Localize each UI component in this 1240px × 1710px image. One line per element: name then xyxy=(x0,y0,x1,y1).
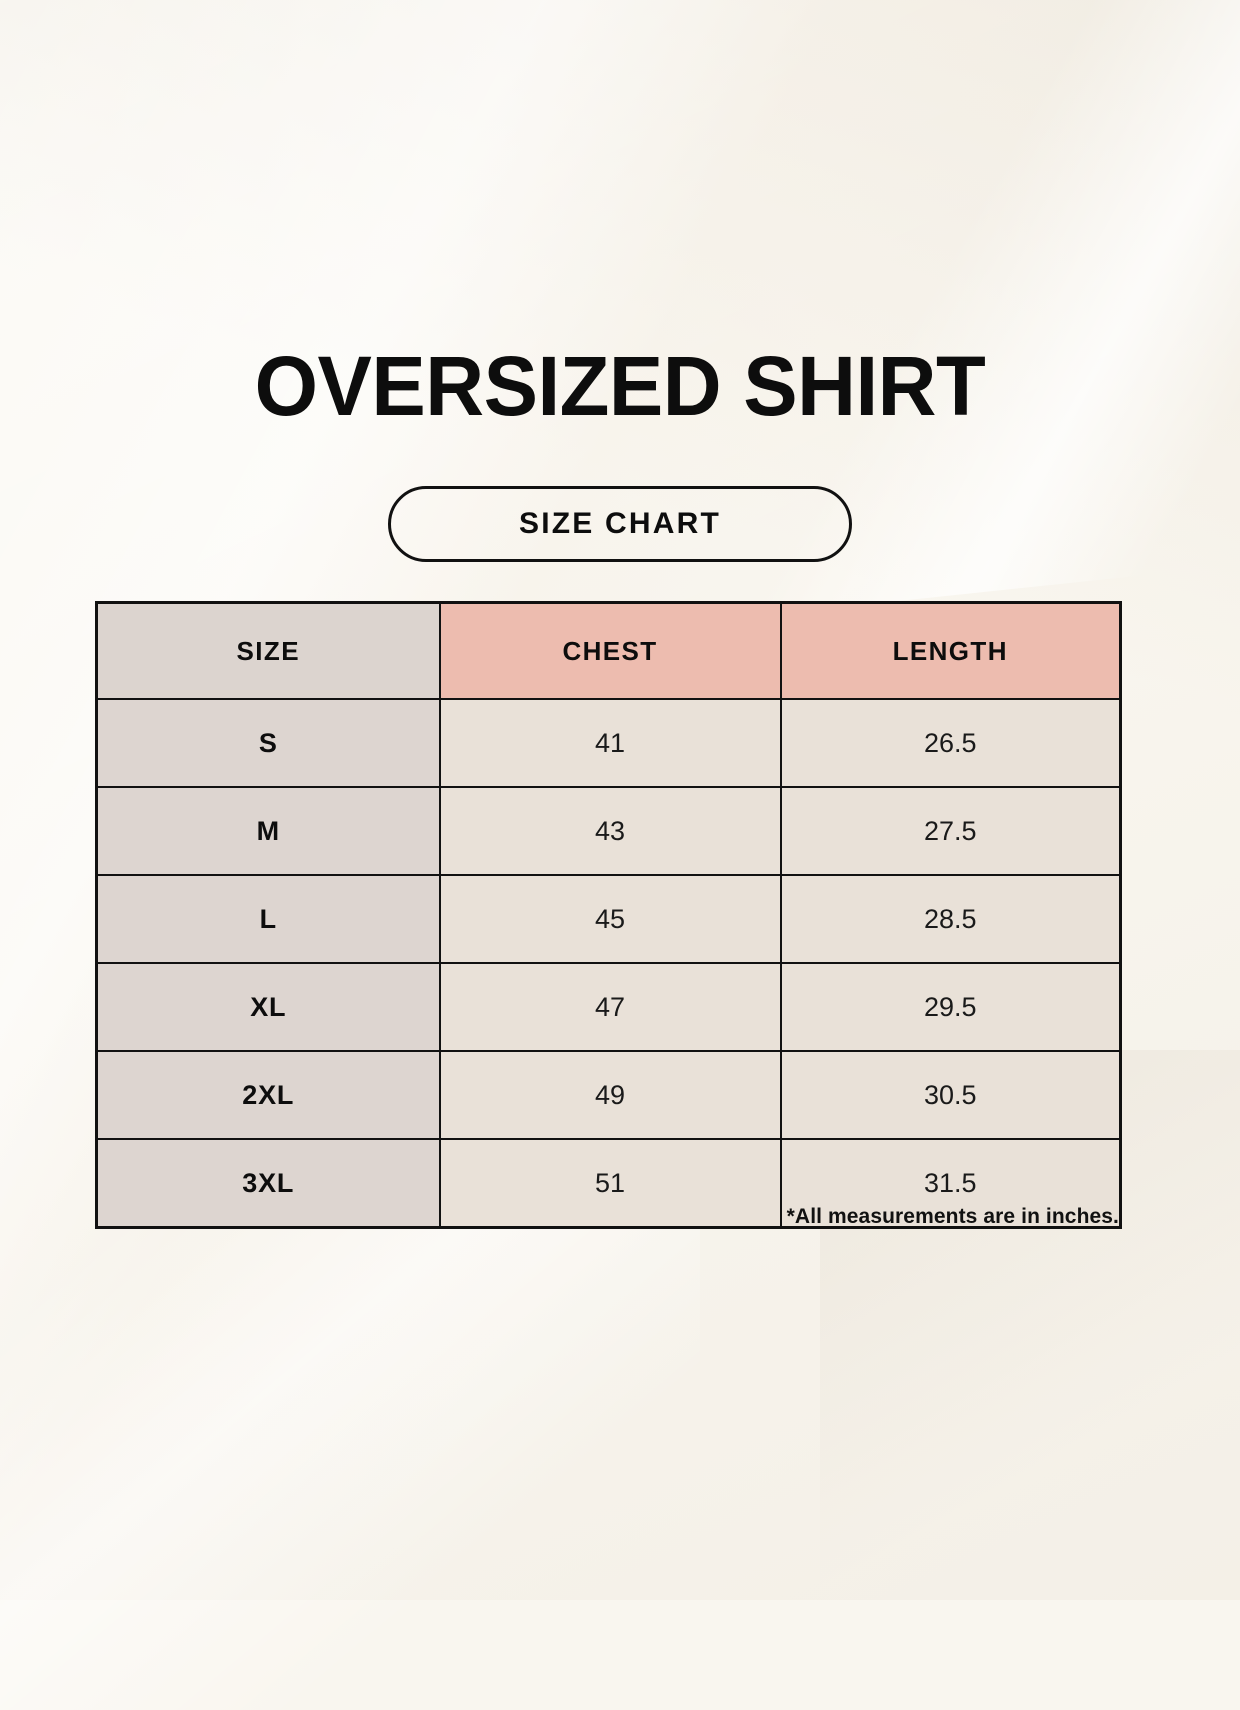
cell-size: 2XL xyxy=(95,1050,441,1140)
cell-size: XL xyxy=(95,962,441,1052)
cell-length: 27.5 xyxy=(779,786,1122,876)
cell-size: L xyxy=(95,874,441,964)
table-row: 2XL 49 30.5 xyxy=(95,1050,1122,1140)
cell-length: 30.5 xyxy=(779,1050,1122,1140)
cell-length: 29.5 xyxy=(779,962,1122,1052)
column-header-length: LENGTH xyxy=(779,601,1122,700)
cell-length: 31.5 xyxy=(779,1138,1122,1229)
cell-size: M xyxy=(95,786,441,876)
table-row: 3XL 51 31.5 xyxy=(95,1138,1122,1229)
column-header-size: SIZE xyxy=(95,601,441,700)
cell-size: S xyxy=(95,698,441,788)
badge-container: SIZE CHART xyxy=(0,486,1240,562)
table-row: M 43 27.5 xyxy=(95,786,1122,876)
size-chart-badge-label: SIZE CHART xyxy=(519,507,721,540)
page-title: OVERSIZED SHIRT xyxy=(254,339,986,433)
cell-chest: 43 xyxy=(438,786,782,876)
size-table-container: SIZE CHEST LENGTH S 41 26.5 M 43 27.5 L xyxy=(95,601,1122,1229)
table-row: XL 47 29.5 xyxy=(95,962,1122,1052)
cell-chest: 51 xyxy=(438,1138,782,1229)
table-header-row: SIZE CHEST LENGTH xyxy=(95,601,1122,700)
cell-chest: 41 xyxy=(438,698,782,788)
size-chart-table: SIZE CHEST LENGTH S 41 26.5 M 43 27.5 L xyxy=(95,601,1122,1229)
cell-length: 28.5 xyxy=(779,874,1122,964)
cell-chest: 49 xyxy=(438,1050,782,1140)
cell-chest: 45 xyxy=(438,874,782,964)
column-header-chest: CHEST xyxy=(438,601,782,700)
cell-size: 3XL xyxy=(95,1138,441,1229)
cell-chest: 47 xyxy=(438,962,782,1052)
table-row: S 41 26.5 xyxy=(95,698,1122,788)
table-row: L 45 28.5 xyxy=(95,874,1122,964)
table-body: S 41 26.5 M 43 27.5 L 45 28.5 XL 47 xyxy=(95,698,1122,1229)
cell-length: 26.5 xyxy=(779,698,1122,788)
table-header: SIZE CHEST LENGTH xyxy=(95,601,1122,700)
measurement-units-note: *All measurements are in inches. xyxy=(786,1205,1119,1228)
size-chart-badge: SIZE CHART xyxy=(388,486,852,562)
